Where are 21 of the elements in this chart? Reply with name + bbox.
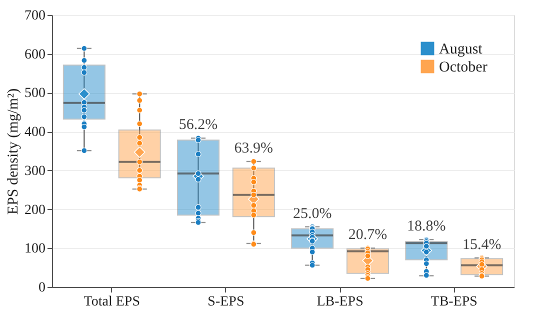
y-tick-label: 600: [24, 47, 46, 62]
annotation: 56.2%: [178, 117, 218, 134]
x-tick-label: S-EPS: [208, 294, 244, 310]
annotation: 15.4%: [462, 236, 502, 253]
legend-label: August: [439, 42, 484, 58]
annotation: 63.9%: [234, 140, 274, 156]
y-tick-label: 300: [24, 164, 46, 179]
y-axis-title: EPS density (mg/m²): [6, 88, 22, 215]
legend-label: October: [439, 60, 488, 76]
annotation: 25.0%: [292, 206, 332, 222]
y-tick-label: 700: [24, 8, 46, 24]
y-tick-label: 200: [24, 202, 46, 218]
y-tick-label: 500: [24, 86, 46, 102]
y-tick-label: 0: [38, 280, 46, 296]
x-tick-label: LB-EPS: [316, 294, 364, 310]
y-tick-label: 400: [24, 125, 46, 140]
y-tick-label: 100: [24, 242, 46, 257]
annotation: 20.7%: [348, 227, 388, 244]
x-tick-label: Total EPS: [84, 294, 140, 310]
annotation: 18.8%: [407, 218, 446, 235]
x-tick-label: TB-EPS: [430, 294, 478, 310]
